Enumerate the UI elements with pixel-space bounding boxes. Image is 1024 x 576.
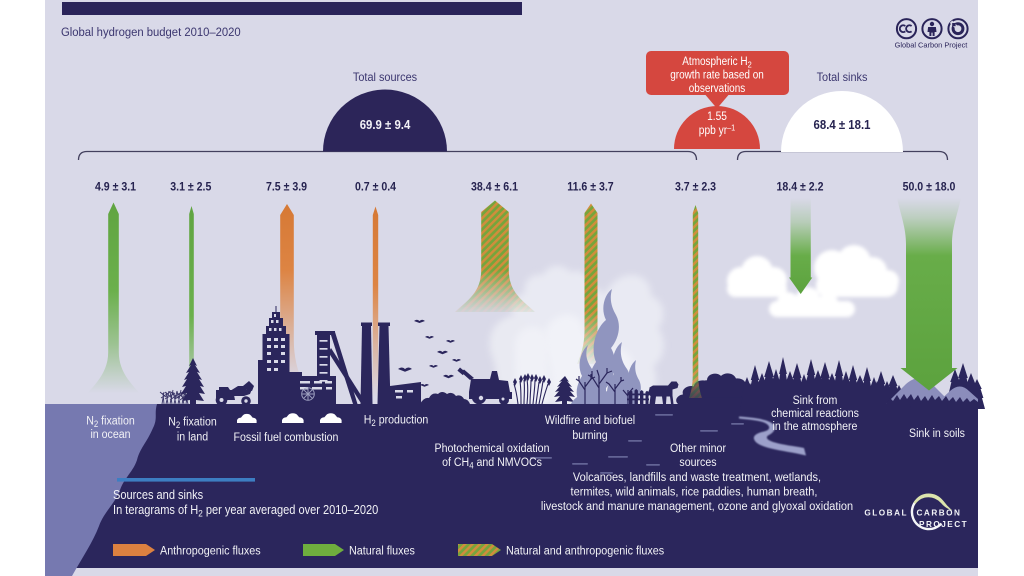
- svg-text:CARBON: CARBON: [917, 509, 962, 518]
- svg-text:of CH4 and NMVOCs: of CH4 and NMVOCs: [442, 456, 542, 470]
- svg-text:growth rate based on: growth rate based on: [670, 69, 764, 82]
- svg-text:Sources and sinks: Sources and sinks: [113, 487, 203, 502]
- svg-text:livestock and manure managemen: livestock and manure management, ozone a…: [541, 499, 853, 513]
- svg-text:7.5 ± 3.9: 7.5 ± 3.9: [266, 181, 307, 194]
- svg-text:50.0 ± 18.0: 50.0 ± 18.0: [903, 181, 956, 194]
- svg-text:in the atmosphere: in the atmosphere: [773, 420, 858, 433]
- svg-text:Sink from: Sink from: [793, 394, 838, 407]
- svg-text:Fossil fuel combustion: Fossil fuel combustion: [234, 431, 339, 444]
- svg-text:N2 fixation: N2 fixation: [86, 415, 135, 429]
- svg-text:38.4 ± 6.1: 38.4 ± 6.1: [471, 181, 518, 194]
- svg-text:Atmospheric H2: Atmospheric H2: [682, 55, 752, 69]
- svg-text:Global Carbon Project: Global Carbon Project: [895, 41, 968, 50]
- svg-text:68.4 ± 18.1: 68.4 ± 18.1: [814, 117, 871, 132]
- svg-text:3.7 ± 2.3: 3.7 ± 2.3: [675, 181, 716, 194]
- svg-text:18.4 ± 2.2: 18.4 ± 2.2: [777, 181, 824, 194]
- svg-text:Total sinks: Total sinks: [817, 70, 868, 84]
- svg-text:11.6 ± 3.7: 11.6 ± 3.7: [567, 181, 613, 194]
- svg-text:termites, wild animals, rice p: termites, wild animals, rice paddies, hu…: [571, 485, 818, 499]
- svg-text:1.55: 1.55: [707, 110, 727, 123]
- svg-text:4.9 ± 3.1: 4.9 ± 3.1: [95, 181, 136, 194]
- svg-text:3.1 ± 2.5: 3.1 ± 2.5: [170, 181, 211, 194]
- svg-text:Global hydrogen budget 2010–20: Global hydrogen budget 2010–2020: [61, 26, 241, 39]
- svg-text:Natural fluxes: Natural fluxes: [349, 544, 415, 558]
- svg-text:Volcanoes, landfills and waste: Volcanoes, landfills and waste treatment…: [573, 470, 821, 484]
- svg-text:0.7 ± 0.4: 0.7 ± 0.4: [355, 181, 397, 194]
- svg-text:observations: observations: [689, 82, 746, 95]
- svg-text:Wildfire and biofuel: Wildfire and biofuel: [545, 414, 635, 427]
- svg-text:Photochemical oxidation: Photochemical oxidation: [435, 442, 550, 455]
- svg-text:Sink in soils: Sink in soils: [909, 427, 965, 440]
- svg-text:in ocean: in ocean: [90, 428, 130, 441]
- svg-text:Other minor: Other minor: [670, 442, 726, 455]
- svg-text:sources: sources: [679, 456, 716, 469]
- svg-text:GLOBAL: GLOBAL: [864, 509, 908, 518]
- svg-text:chemical reactions: chemical reactions: [771, 407, 859, 420]
- svg-text:ppb yr–1: ppb yr–1: [699, 123, 735, 137]
- svg-text:Natural and anthropogenic flux: Natural and anthropogenic fluxes: [506, 544, 664, 558]
- svg-text:69.9 ± 9.4: 69.9 ± 9.4: [360, 117, 411, 132]
- svg-text:In teragrams of H2 per year av: In teragrams of H2 per year averaged ove…: [113, 502, 379, 519]
- svg-text:N2 fixation: N2 fixation: [168, 416, 217, 430]
- svg-text:H2 production: H2 production: [364, 414, 428, 428]
- svg-text:Anthropogenic fluxes: Anthropogenic fluxes: [160, 544, 261, 558]
- svg-text:Total sources: Total sources: [353, 70, 417, 84]
- svg-text:in land: in land: [177, 431, 208, 444]
- svg-text:PROJECT: PROJECT: [919, 520, 968, 529]
- svg-text:burning: burning: [572, 429, 607, 442]
